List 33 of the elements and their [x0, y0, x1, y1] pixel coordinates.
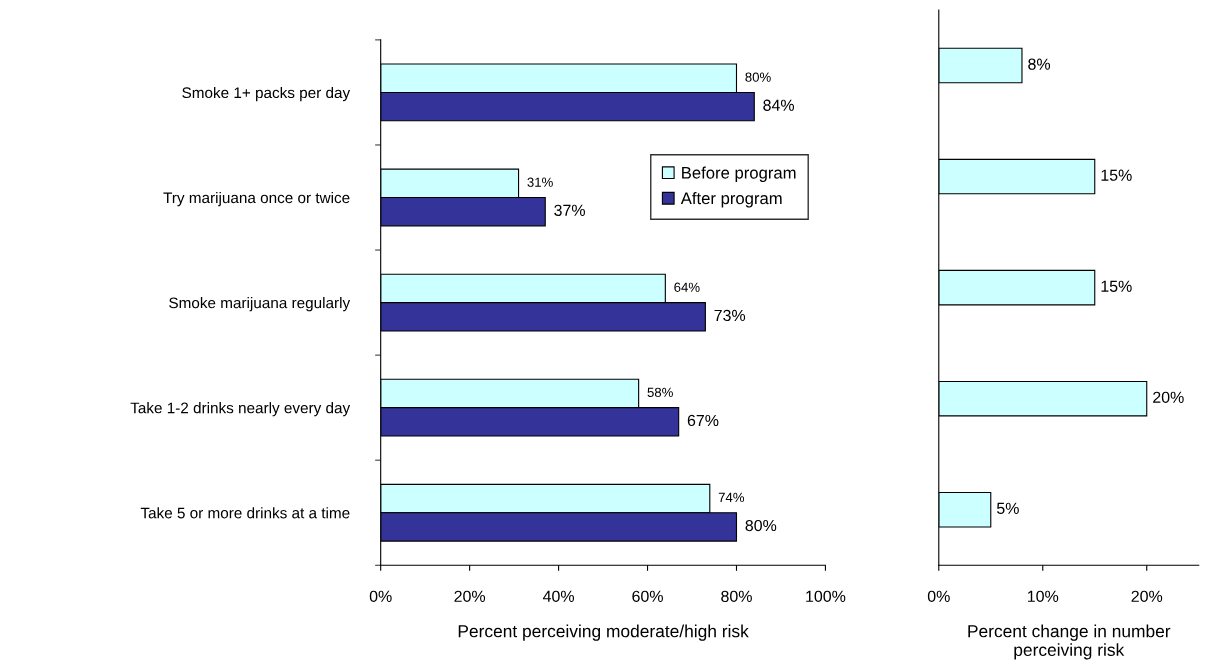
- data-label: 58%: [647, 387, 673, 397]
- x-tick-label: 100%: [806, 590, 846, 602]
- x-tick-label: 60%: [632, 590, 663, 602]
- x-axis-title: Percent change in number perceiving risk: [968, 624, 1171, 660]
- x-tick-label: 40%: [542, 590, 575, 602]
- legend-label: After program: [680, 192, 782, 208]
- data-label: 8%: [1028, 58, 1051, 70]
- data-label: 67%: [687, 414, 719, 427]
- y-tick-label: Take 5 or more drinks at a time: [140, 507, 350, 519]
- x-tick-label: 80%: [721, 590, 752, 602]
- data-label: 20%: [1153, 391, 1184, 403]
- legend-label: Before program: [682, 166, 796, 182]
- data-label: 74%: [718, 492, 745, 503]
- data-label: 5%: [996, 502, 1019, 515]
- x-tick-label: 10%: [1028, 590, 1059, 602]
- data-label: 37%: [554, 204, 585, 216]
- y-tick-label: Try marijuana once or twice: [163, 191, 350, 207]
- x-tick-label: 0%: [927, 590, 950, 602]
- y-tick-label: Smoke marijuana regularly: [169, 297, 351, 312]
- x-tick-label: 0%: [369, 590, 392, 602]
- x-tick-label: 20%: [454, 590, 486, 602]
- data-label: 64%: [674, 282, 700, 292]
- data-label: 31%: [527, 177, 553, 187]
- data-label: 84%: [763, 99, 795, 111]
- x-axis-title: Percent perceiving moderate/high risk: [458, 624, 749, 641]
- data-label: 73%: [714, 309, 746, 322]
- data-label: 15%: [1101, 169, 1132, 181]
- x-tick-label: 20%: [1131, 590, 1163, 602]
- data-label: 80%: [745, 72, 771, 82]
- y-tick-label: Take 1-2 drinks nearly every day: [130, 402, 351, 417]
- data-label: 15%: [1101, 280, 1132, 292]
- data-label: 80%: [745, 519, 777, 532]
- y-tick-label: Smoke 1+ packs per day: [182, 86, 351, 102]
